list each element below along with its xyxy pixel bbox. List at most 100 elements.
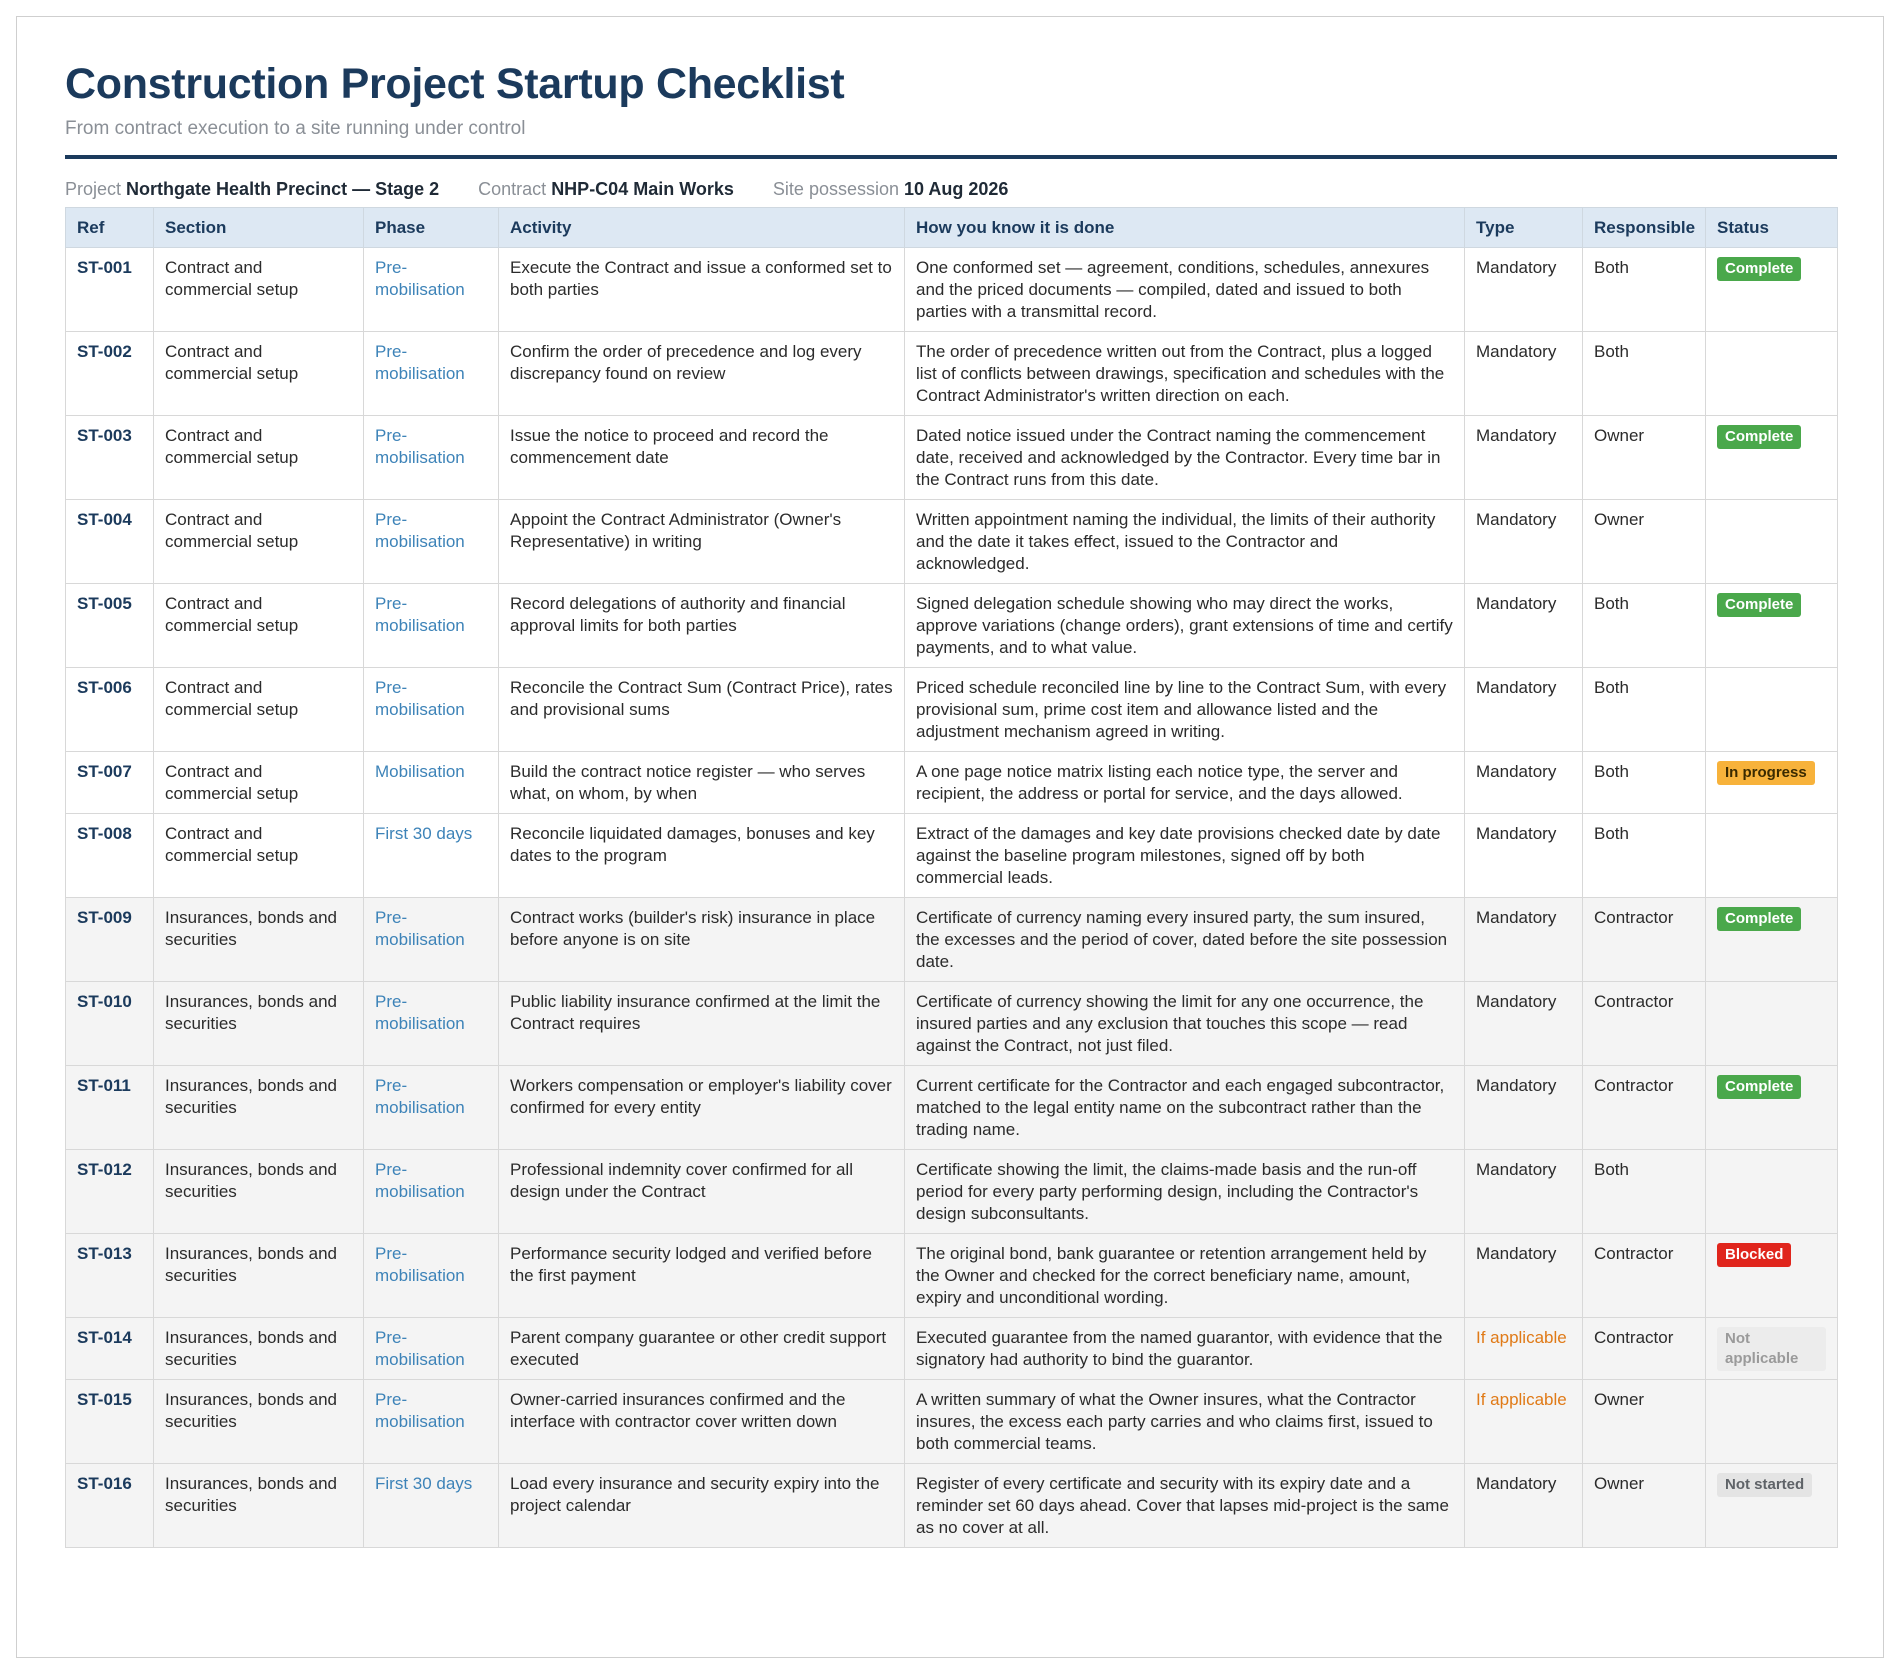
cell-status [1705, 331, 1838, 416]
cell-ref: ST-003 [65, 415, 154, 500]
cell-ref: ST-009 [65, 897, 154, 982]
cell-status [1705, 499, 1838, 584]
cell-responsible: Owner [1582, 415, 1706, 500]
column-header-status: Status [1705, 207, 1838, 248]
meta-possession-label: Site possession [772, 179, 899, 199]
table-body: ST-001 Contract and commercial setup Pre-m… [65, 247, 1838, 1548]
cell-phase: Pre-mobilisation [363, 1065, 499, 1150]
cell-section: Insurances, bonds and securities [153, 897, 364, 982]
page-title: Construction Project Startup Checklist [65, 60, 845, 108]
cell-status: Complete [1705, 1065, 1838, 1150]
status-badge: Not started [1717, 1473, 1813, 1497]
cell-phase: Pre-mobilisation [363, 499, 499, 584]
checklist-table: Ref Section Phase Activity How you know … [65, 207, 1838, 1548]
meta-contract: Contract NHP-C04 Main Works [478, 179, 739, 199]
cell-ref: ST-012 [65, 1149, 154, 1234]
status-badge: Complete [1717, 425, 1802, 449]
cell-section: Contract and commercial setup [153, 331, 364, 416]
cell-type: Mandatory [1464, 499, 1583, 584]
cell-done: Dated notice issued under the Contract n… [904, 415, 1465, 500]
cell-ref: ST-005 [65, 583, 154, 668]
cell-responsible: Contractor [1582, 1317, 1706, 1380]
column-header-phase: Phase [363, 207, 499, 248]
table-row: ST-005 Contract and commercial setup Pre-m… [65, 583, 1838, 668]
cell-section: Contract and commercial setup [153, 583, 364, 668]
cell-activity: Workers compensation or employer's liabi… [498, 1065, 905, 1150]
cell-phase: Pre-mobilisation [363, 331, 499, 416]
status-badge: Complete [1717, 593, 1802, 617]
table-row: ST-001 Contract and commercial setup Pre-m… [65, 247, 1838, 332]
column-header-activity: Activity [498, 207, 905, 248]
cell-activity: Public liability insurance confirmed at … [498, 981, 905, 1066]
cell-status [1705, 667, 1838, 752]
cell-type: Mandatory [1464, 1233, 1583, 1318]
column-header-responsible: Responsible [1582, 207, 1706, 248]
table-row: ST-003 Contract and commercial setup Pre-m… [65, 415, 1838, 500]
table-header-row: Ref Section Phase Activity How you know … [65, 207, 1838, 248]
cell-responsible: Both [1582, 331, 1706, 416]
cell-responsible: Contractor [1582, 1065, 1706, 1150]
cell-type: Mandatory [1464, 1149, 1583, 1234]
cell-type: If applicable [1464, 1317, 1583, 1380]
cell-ref: ST-015 [65, 1379, 154, 1464]
meta-contract-value: NHP-C04 Main Works [551, 179, 734, 199]
table-row: ST-014 Insurances, bonds and securities Pr… [65, 1317, 1838, 1380]
cell-activity: Contract works (builder's risk) insuranc… [498, 897, 905, 982]
cell-done: Signed delegation schedule showing who m… [904, 583, 1465, 668]
title-divider [65, 155, 1837, 159]
cell-activity: Appoint the Contract Administrator (Owne… [498, 499, 905, 584]
table-row: ST-015 Insurances, bonds and securities Pr… [65, 1379, 1838, 1464]
cell-done: Executed guarantee from the named guaran… [904, 1317, 1465, 1380]
cell-section: Insurances, bonds and securities [153, 1233, 364, 1318]
cell-ref: ST-010 [65, 981, 154, 1066]
cell-done: Priced schedule reconciled line by line … [904, 667, 1465, 752]
cell-done: Current certificate for the Contractor a… [904, 1065, 1465, 1150]
cell-type: Mandatory [1464, 897, 1583, 982]
cell-activity: Issue the notice to proceed and record t… [498, 415, 905, 500]
status-badge: Complete [1717, 907, 1802, 931]
cell-type: Mandatory [1464, 415, 1583, 500]
cell-done: Certificate showing the limit, the claim… [904, 1149, 1465, 1234]
cell-ref: ST-013 [65, 1233, 154, 1318]
cell-status: Blocked [1705, 1233, 1838, 1318]
status-badge: Complete [1717, 257, 1802, 281]
column-header-ref: Ref [65, 207, 154, 248]
cell-phase: Pre-mobilisation [363, 1233, 499, 1318]
cell-ref: ST-008 [65, 813, 154, 898]
meta-project-label: Project [65, 179, 122, 199]
cell-activity: Owner-carried insurances confirmed and t… [498, 1379, 905, 1464]
cell-activity: Performance security lodged and verified… [498, 1233, 905, 1318]
cell-phase: Pre-mobilisation [363, 415, 499, 500]
cell-phase: Pre-mobilisation [363, 981, 499, 1066]
cell-status: In progress [1705, 751, 1838, 814]
cell-phase: Pre-mobilisation [363, 1379, 499, 1464]
table-row: ST-012 Insurances, bonds and securities Pr… [65, 1149, 1838, 1234]
cell-activity: Reconcile the Contract Sum (Contract Pri… [498, 667, 905, 752]
cell-type: Mandatory [1464, 1463, 1583, 1548]
cell-section: Contract and commercial setup [153, 499, 364, 584]
cell-activity: Build the contract notice register — who… [498, 751, 905, 814]
cell-responsible: Both [1582, 1149, 1706, 1234]
cell-status: Complete [1705, 415, 1838, 500]
cell-done: Certificate of currency naming every ins… [904, 897, 1465, 982]
cell-responsible: Contractor [1582, 981, 1706, 1066]
cell-section: Contract and commercial setup [153, 415, 364, 500]
cell-done: Extract of the damages and key date prov… [904, 813, 1465, 898]
cell-type: Mandatory [1464, 981, 1583, 1066]
cell-responsible: Owner [1582, 1463, 1706, 1548]
cell-phase: Pre-mobilisation [363, 583, 499, 668]
cell-type: Mandatory [1464, 247, 1583, 332]
column-header-section: Section [153, 207, 364, 248]
cell-status: Complete [1705, 897, 1838, 982]
cell-responsible: Owner [1582, 1379, 1706, 1464]
status-badge: In progress [1717, 761, 1815, 785]
cell-phase: First 30 days [363, 1463, 499, 1548]
cell-done: The original bond, bank guarantee or ret… [904, 1233, 1465, 1318]
status-badge: Complete [1717, 1075, 1802, 1099]
cell-section: Contract and commercial setup [153, 751, 364, 814]
cell-status [1705, 813, 1838, 898]
cell-done: The order of precedence written out from… [904, 331, 1465, 416]
column-header-type: Type [1464, 207, 1583, 248]
page-content: Construction Project Startup Checklist F… [65, 57, 1838, 1548]
cell-type: Mandatory [1464, 583, 1583, 668]
